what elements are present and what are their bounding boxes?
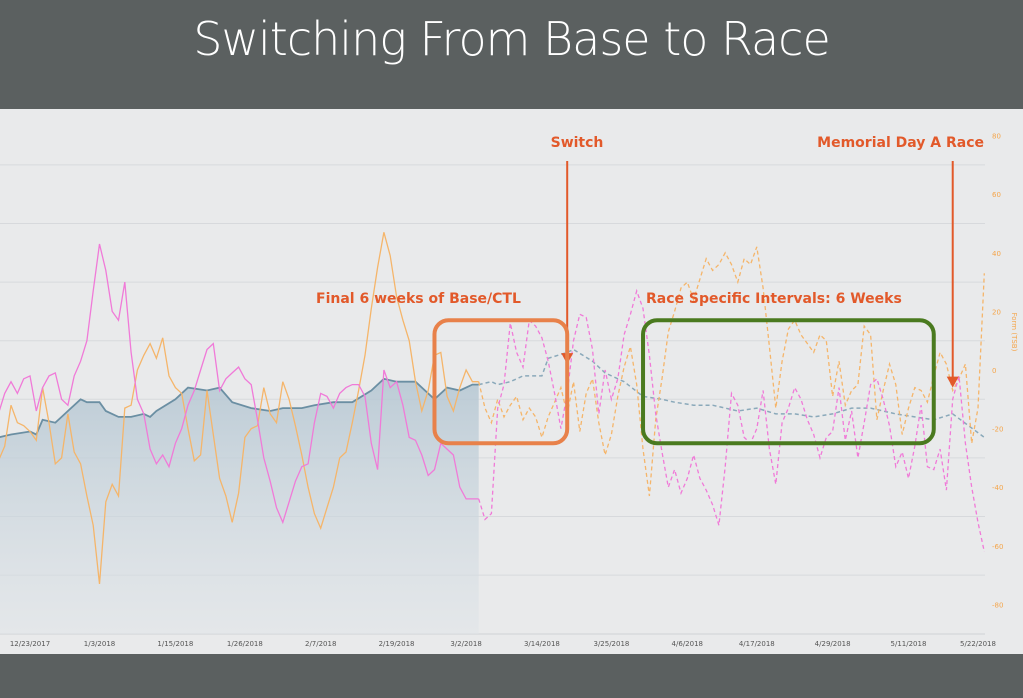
annotation-box	[641, 318, 936, 446]
x-tick-label: 2/7/2018	[305, 640, 336, 648]
ramp-stress-forecast-line	[478, 288, 985, 552]
y-tick-label: 40	[992, 250, 1001, 258]
x-axis-ticks: 12/23/2017 1/3/2018 1/15/2018 1/26/2018 2/7/…	[10, 640, 996, 648]
y-tick-label: -40	[992, 484, 1003, 492]
y-tick-label: 80	[992, 133, 1001, 141]
y-axis-label: Form (TSB)	[1010, 312, 1018, 351]
x-tick-label: 1/15/2018	[157, 640, 193, 648]
x-tick-label: 12/23/2017	[10, 640, 50, 648]
y-tick-label: -80	[992, 601, 1003, 609]
y-tick-label: 0	[992, 367, 996, 375]
arrow-down-icon	[946, 376, 959, 388]
x-tick-label: 5/11/2018	[891, 640, 927, 648]
annotation-label: Race Specific Intervals: 6 Weeks	[646, 291, 902, 307]
x-tick-label: 3/2/2018	[450, 640, 481, 648]
form-tsb-line	[0, 232, 479, 584]
x-tick-label: 3/14/2018	[524, 640, 560, 648]
ramp-stress-line	[0, 243, 479, 525]
chart-area: 80 60 40 20 0 -20 -40 -60 -80 12/23/2017 1/3/2018…	[0, 109, 1023, 654]
annotations: Switch Memorial Day A Race Final 6 weeks o…	[316, 135, 984, 446]
annotation-box	[432, 318, 570, 446]
x-tick-label: 2/19/2018	[379, 640, 415, 648]
title-bar: Switching From Base to Race	[0, 0, 1023, 109]
x-tick-label: 3/25/2018	[593, 640, 629, 648]
x-tick-label: 5/22/2018	[960, 640, 996, 648]
annotation-label: Final 6 weeks of Base/CTL	[316, 291, 521, 307]
form-chart: 80 60 40 20 0 -20 -40 -60 -80 12/23/2017 1/3/2018…	[0, 133, 1018, 648]
y-tick-label: -60	[992, 543, 1003, 551]
y-tick-label: 20	[992, 308, 1001, 316]
y-tick-label: -20	[992, 426, 1003, 434]
x-tick-label: 4/17/2018	[739, 640, 775, 648]
slide-title: Switching From Base to Race	[193, 12, 831, 66]
x-tick-label: 1/3/2018	[84, 640, 115, 648]
x-tick-label: 4/6/2018	[672, 640, 703, 648]
ctl-area	[0, 378, 479, 634]
annotation-label: Switch	[551, 135, 604, 151]
ctl-area-fill	[0, 378, 479, 634]
x-tick-label: 1/26/2018	[227, 640, 263, 648]
series-lines	[0, 232, 985, 584]
x-tick-label: 4/29/2018	[815, 640, 851, 648]
annotation-label: Memorial Day A Race	[817, 135, 984, 151]
y-axis-ticks: 80 60 40 20 0 -20 -40 -60 -80	[992, 133, 1003, 610]
y-tick-label: 60	[992, 191, 1001, 199]
form-tsb-forecast-line	[478, 246, 985, 497]
ctl-line	[0, 377, 479, 438]
footer-bar	[0, 654, 1023, 698]
